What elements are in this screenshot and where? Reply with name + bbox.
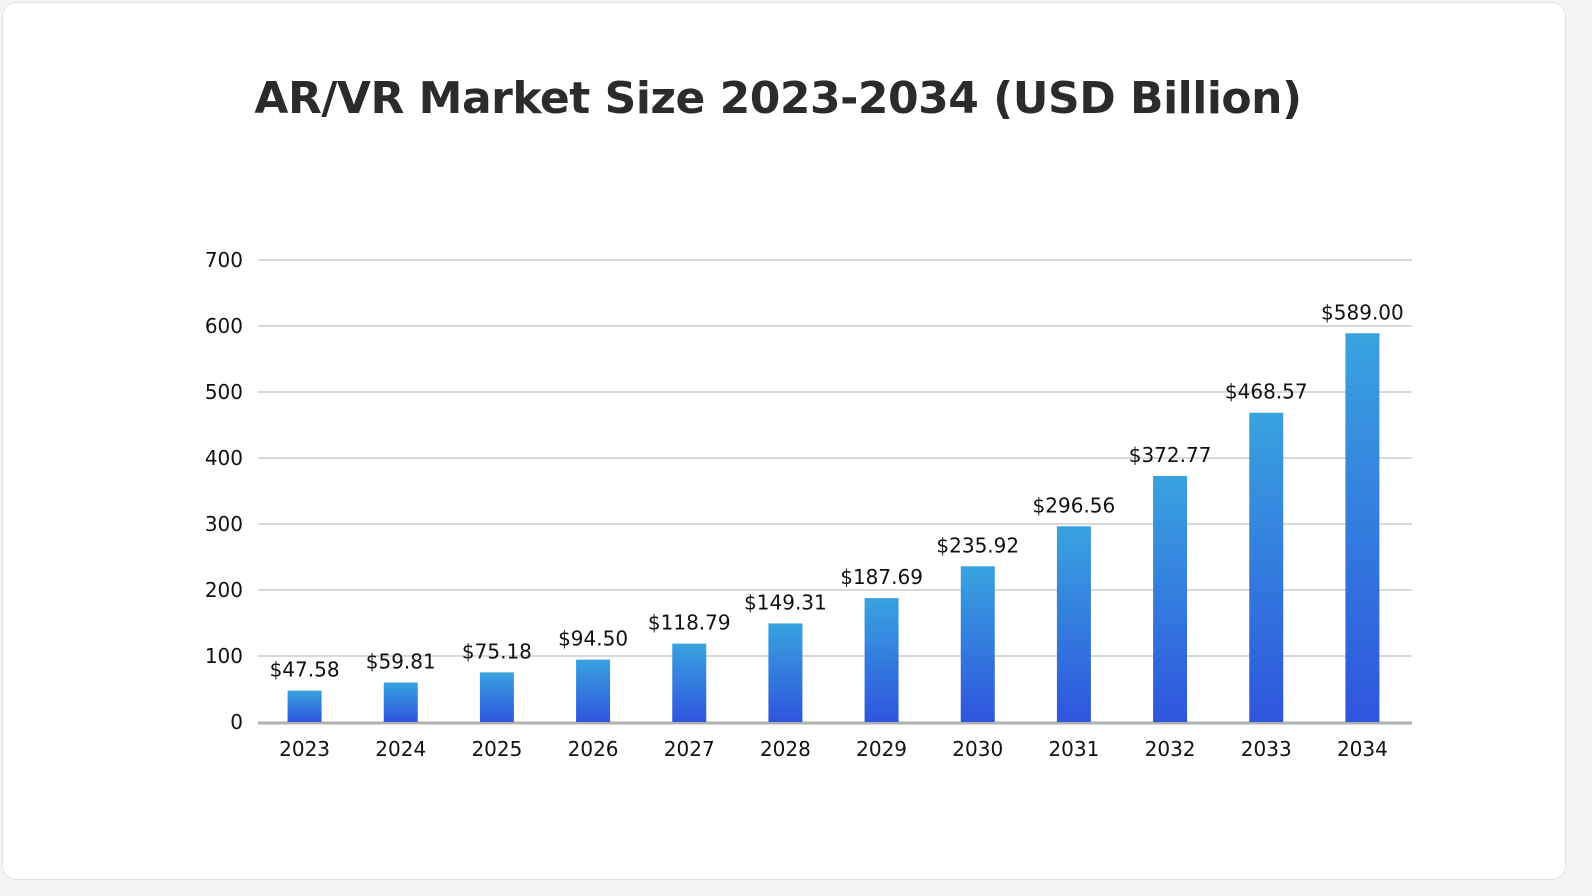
x-tick-label: 2024 bbox=[375, 737, 426, 761]
chart-title: AR/VR Market Size 2023-2034 (USD Billion… bbox=[254, 73, 1302, 124]
bar-2027 bbox=[672, 643, 707, 722]
x-tick-label: 2034 bbox=[1337, 737, 1388, 761]
y-tick-label: 0 bbox=[230, 710, 243, 734]
data-label: $59.81 bbox=[366, 650, 436, 674]
data-label: $149.31 bbox=[744, 590, 827, 614]
x-tick-label: 2032 bbox=[1145, 737, 1196, 761]
x-tick-label: 2027 bbox=[664, 737, 715, 761]
x-tick-label: 2025 bbox=[471, 737, 522, 761]
data-label: $372.77 bbox=[1129, 443, 1212, 467]
data-label: $468.57 bbox=[1225, 380, 1308, 404]
y-tick-label: 200 bbox=[205, 578, 243, 602]
y-tick-label: 500 bbox=[205, 380, 243, 404]
bar-2028 bbox=[768, 623, 803, 722]
bar-2026 bbox=[576, 659, 611, 722]
y-tick-label: 700 bbox=[205, 248, 243, 272]
data-label: $47.58 bbox=[270, 658, 340, 682]
data-label: $94.50 bbox=[558, 627, 628, 651]
data-label: $75.18 bbox=[462, 639, 532, 663]
bar-2034 bbox=[1345, 333, 1380, 722]
x-tick-label: 2026 bbox=[568, 737, 619, 761]
x-tick-label: 2028 bbox=[760, 737, 811, 761]
bar-2032 bbox=[1153, 475, 1188, 722]
bar-2025 bbox=[479, 672, 514, 722]
data-label: $187.69 bbox=[840, 565, 923, 589]
data-label: $296.56 bbox=[1033, 493, 1116, 517]
x-tick-label: 2031 bbox=[1048, 737, 1099, 761]
x-tick-label: 2033 bbox=[1241, 737, 1292, 761]
x-tick-label: 2030 bbox=[952, 737, 1003, 761]
chart-card: AR/VR Market Size 2023-2034 (USD Billion… bbox=[2, 2, 1566, 880]
x-tick-label: 2029 bbox=[856, 737, 907, 761]
bar-2029 bbox=[864, 598, 899, 722]
x-tick-label: 2023 bbox=[279, 737, 330, 761]
y-tick-label: 400 bbox=[205, 446, 243, 470]
y-tick-label: 600 bbox=[205, 314, 243, 338]
bar-2031 bbox=[1056, 526, 1091, 722]
data-label: $589.00 bbox=[1321, 300, 1404, 324]
bar-2024 bbox=[383, 682, 418, 722]
bar-2023 bbox=[287, 690, 322, 722]
y-tick-label: 100 bbox=[205, 644, 243, 668]
data-label: $118.79 bbox=[648, 611, 731, 635]
bar-2030 bbox=[960, 566, 995, 722]
bar-2033 bbox=[1249, 412, 1284, 722]
y-tick-label: 300 bbox=[205, 512, 243, 536]
data-label: $235.92 bbox=[936, 533, 1019, 557]
